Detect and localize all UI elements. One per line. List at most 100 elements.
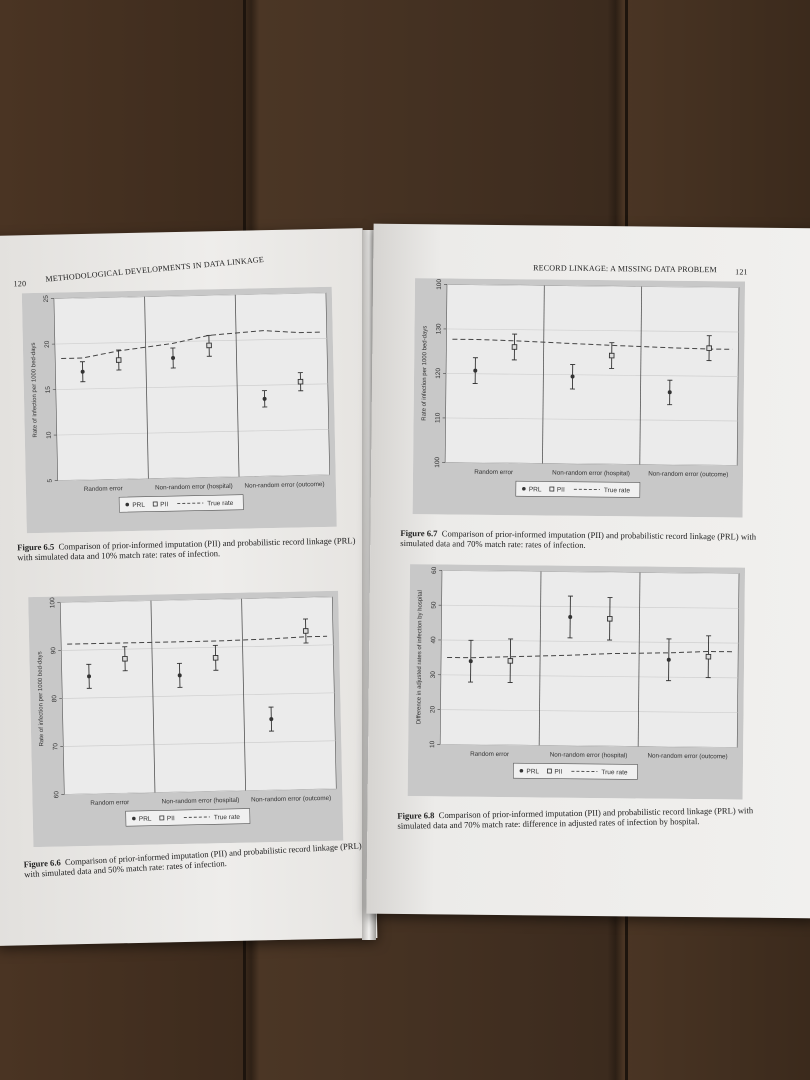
category-label: Non-random error (hospital) bbox=[552, 470, 630, 478]
figure-6-7-chart: 100 110 120 130 100 Rate of infection per 100… bbox=[412, 278, 746, 522]
y-tick-label: 20 bbox=[430, 705, 437, 713]
gridline bbox=[440, 744, 738, 748]
gridline bbox=[53, 292, 326, 299]
chart-svg: 5 10 15 20 25 Rate of infection per 1000 bed-… bbox=[21, 286, 337, 534]
gridline bbox=[445, 462, 738, 466]
legend-prl-label: PRL bbox=[132, 502, 145, 509]
pii-point bbox=[302, 628, 309, 634]
gridline bbox=[63, 740, 336, 747]
gridline bbox=[55, 383, 328, 390]
y-tick-label: 60 bbox=[53, 791, 60, 799]
y-tick-label: 60 bbox=[431, 566, 438, 574]
gridline bbox=[445, 417, 738, 422]
y-tick-label: 10 bbox=[46, 431, 53, 439]
gridline bbox=[54, 338, 327, 345]
category-label: Non-random error (outcome) bbox=[251, 795, 331, 804]
prl-point bbox=[667, 390, 672, 395]
y-tick-label: 100 bbox=[434, 457, 441, 468]
prl-point bbox=[177, 673, 182, 678]
category-label: Non-random error (hospital) bbox=[162, 797, 240, 806]
category-label: Random error bbox=[474, 469, 513, 476]
gridline bbox=[446, 373, 739, 377]
legend-pii-label: PII bbox=[167, 815, 175, 822]
y-tick-label: 70 bbox=[52, 743, 59, 751]
figure-6-7-caption: Figure 6.7 Comparison of prior-informed … bbox=[400, 528, 760, 552]
page-number: 121 bbox=[735, 267, 748, 277]
caption-text: Comparison of prior-informed imputation … bbox=[17, 535, 356, 563]
legend-box bbox=[513, 762, 638, 780]
y-axis-label: Difference in adjusted rates of infectio… bbox=[416, 590, 423, 724]
y-tick-label: 40 bbox=[430, 636, 437, 644]
pii-point bbox=[507, 658, 514, 664]
category-label: Non-random error (hospital) bbox=[550, 752, 628, 760]
category-label: Non-random error (outcome) bbox=[648, 471, 728, 479]
pii-point bbox=[608, 352, 615, 359]
legend-prl-label: PRL bbox=[529, 486, 542, 493]
running-head: RECORD LINKAGE: A MISSING DATA PROBLEM bbox=[533, 263, 717, 275]
plot-area bbox=[439, 570, 740, 748]
legend-pii-marker bbox=[546, 768, 552, 774]
chart-svg: 60 70 80 90 100 Rate of infection per 1000 be… bbox=[28, 590, 344, 848]
gridline bbox=[64, 788, 337, 795]
panel-divider bbox=[639, 286, 643, 465]
figure-6-5-chart: 5 10 15 20 25 Rate of infection per 1000 bed-… bbox=[21, 286, 337, 538]
prl-point bbox=[468, 659, 473, 664]
pii-point bbox=[206, 342, 212, 349]
legend-box bbox=[118, 494, 244, 513]
panel-divider bbox=[538, 571, 542, 746]
panel-divider bbox=[637, 572, 641, 747]
legend-true-rate-label: True rate bbox=[604, 487, 631, 494]
gridline bbox=[440, 674, 738, 679]
gridline bbox=[60, 596, 333, 603]
gridline bbox=[446, 284, 739, 288]
y-tick-label: 20 bbox=[44, 340, 51, 348]
legend-pii-marker bbox=[159, 815, 165, 821]
pii-point bbox=[297, 378, 304, 385]
caption-text: Comparison of prior-informed imputation … bbox=[397, 805, 754, 831]
prl-point bbox=[666, 657, 671, 662]
pii-point bbox=[115, 357, 122, 363]
legend-pii-label: PII bbox=[557, 487, 565, 494]
caption-text: Comparison of prior-informed imputation … bbox=[400, 528, 757, 550]
prl-point bbox=[80, 369, 85, 374]
chart-svg: 100 110 120 130 100 Rate of infection per 100… bbox=[412, 278, 746, 518]
legend-prl-label: PRL bbox=[139, 816, 152, 823]
legend-box bbox=[125, 808, 251, 827]
category-label: Random error bbox=[84, 485, 123, 493]
gridline bbox=[446, 328, 739, 333]
category-label: Non-random error (outcome) bbox=[647, 753, 727, 761]
category-label: Random error bbox=[470, 751, 509, 758]
y-tick-label: 100 bbox=[436, 279, 443, 290]
legend-pii-label: PII bbox=[160, 501, 168, 508]
gridline bbox=[57, 474, 330, 481]
legend-true-rate-line bbox=[177, 502, 204, 504]
legend-pii-label: PII bbox=[554, 769, 562, 776]
y-tick-label: 5 bbox=[47, 478, 54, 482]
prl-point bbox=[568, 614, 573, 619]
y-axis-label: Rate of infection per 1000 bed-days bbox=[422, 326, 429, 421]
y-axis-label: Rate of infection per 1000 bed-days bbox=[37, 651, 45, 746]
legend-pii-marker bbox=[549, 486, 555, 492]
panel-divider bbox=[542, 285, 545, 464]
gridline bbox=[62, 692, 335, 699]
y-tick-label: 110 bbox=[435, 412, 442, 423]
legend-prl-marker bbox=[125, 502, 130, 507]
legend-pii-marker bbox=[152, 501, 158, 507]
panel-divider bbox=[144, 296, 149, 479]
figure-6-8-chart: 10 20 30 40 50 60 Difference in adjusted rates… bbox=[407, 564, 746, 804]
true-rate-line bbox=[61, 330, 321, 359]
legend-true-rate-label: True rate bbox=[214, 814, 241, 822]
legend-prl-marker bbox=[519, 768, 524, 773]
pii-point bbox=[212, 655, 219, 661]
gridline bbox=[440, 709, 738, 714]
legend-true-rate-label: True rate bbox=[207, 500, 234, 508]
chart-svg: 10 20 30 40 50 60 Difference in adjusted rates… bbox=[407, 564, 746, 800]
left-page: 120 METHODOLOGICAL DEVELOPMENTS IN DATA … bbox=[0, 228, 378, 946]
figure-label: Figure 6.7 bbox=[400, 527, 438, 539]
y-tick-label: 120 bbox=[435, 368, 442, 379]
prl-point bbox=[473, 368, 478, 373]
figure-6-5-caption: Figure 6.5 Comparison of prior-informed … bbox=[17, 535, 362, 562]
true-rate-line bbox=[452, 338, 733, 350]
prl-point bbox=[269, 717, 274, 722]
y-tick-label: 80 bbox=[51, 695, 58, 703]
